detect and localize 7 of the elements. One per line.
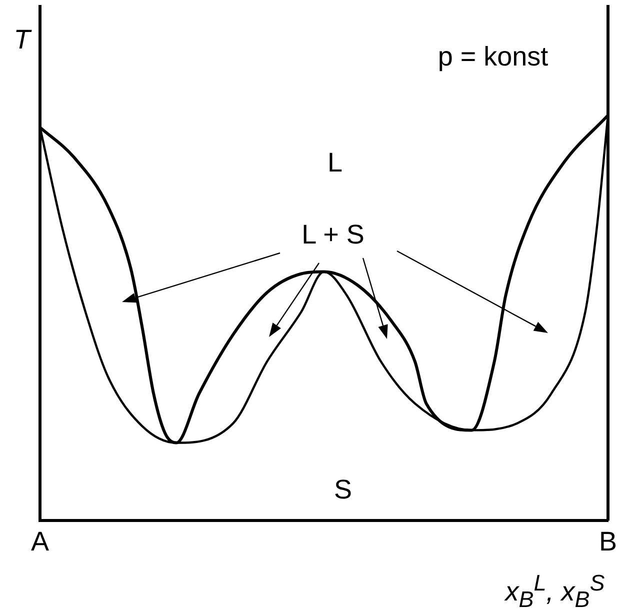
annotation: L + S — [302, 220, 364, 250]
x-tick-label: B — [598, 526, 618, 556]
annotation: S — [334, 474, 352, 504]
x-tick-label: A — [30, 526, 50, 556]
y-axis-title: T — [14, 24, 30, 54]
text: p = konst — [438, 42, 548, 72]
annotation: L — [327, 148, 343, 178]
